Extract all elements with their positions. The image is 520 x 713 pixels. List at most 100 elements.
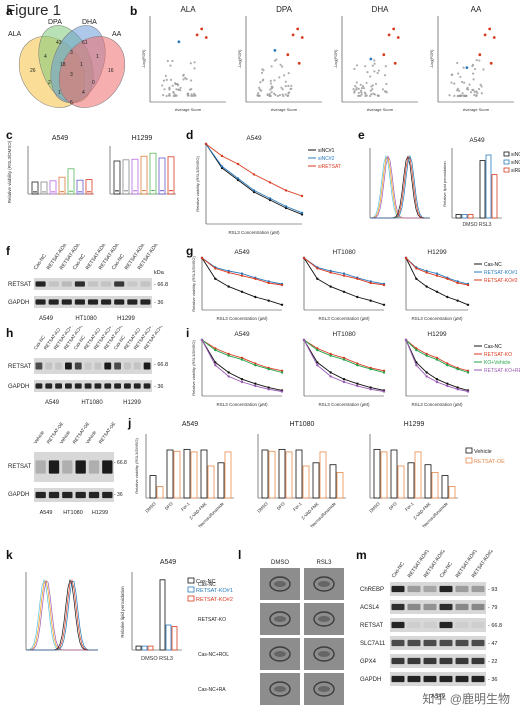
- flow-histogram: [26, 579, 98, 651]
- volcano-hit-point: [483, 33, 487, 37]
- blot-band: [88, 460, 100, 474]
- blot-band: [127, 281, 138, 287]
- volcano-point: [359, 83, 362, 86]
- volcano-point: [258, 94, 261, 97]
- volcano-point: [259, 81, 262, 84]
- blot-band: [471, 603, 485, 611]
- mitochondria: [269, 576, 291, 592]
- volcano-hit-point: [488, 27, 492, 31]
- panel-label-b: b: [130, 4, 138, 18]
- volcano-point: [191, 94, 195, 97]
- series-line: [201, 257, 283, 286]
- blot-band: [391, 675, 405, 683]
- blot-band: [114, 299, 125, 305]
- volcano-point: [182, 74, 185, 77]
- mitochondria-core: [318, 686, 330, 692]
- kda-marker: - 93: [488, 587, 497, 593]
- panel-j-bar: [397, 465, 405, 499]
- volcano-point: [373, 62, 376, 65]
- volcano-point: [284, 80, 287, 83]
- legend-swatch: [465, 447, 473, 454]
- mitochondria-core: [318, 616, 330, 622]
- legend-label: RETSAT-KO+RETSAT: [484, 368, 520, 374]
- blot-band: [439, 585, 453, 593]
- blot-band: [140, 299, 151, 305]
- mitochondria-core: [274, 616, 286, 622]
- panel-j-bar: [190, 451, 198, 499]
- venn-num: 1: [96, 54, 99, 60]
- mitochondria: [313, 646, 335, 662]
- kda-marker: - 36: [114, 492, 123, 498]
- panel-j-xcat: DFO: [388, 501, 398, 511]
- volcano-point: [361, 85, 365, 88]
- blot-row-label: GAPDH: [8, 300, 29, 306]
- mitochondria: [313, 611, 335, 627]
- volcano-point: [165, 78, 168, 81]
- volcano-hit-point: [396, 36, 400, 39]
- blot-band: [423, 657, 437, 665]
- legend-label: KO+Vehicle: [484, 360, 510, 366]
- cell-line-label: HT1080: [75, 316, 97, 322]
- kda-marker: - 36: [154, 300, 163, 306]
- panel-c-bar-fill: [133, 190, 137, 192]
- volcano-point: [274, 93, 277, 96]
- legend-label: siNC#2: [511, 160, 520, 166]
- blot-strip: [34, 358, 152, 374]
- volcano-hit-point: [387, 33, 391, 37]
- volcano-point: [257, 91, 260, 95]
- volcano-point: [369, 89, 372, 92]
- blot-band: [101, 299, 112, 305]
- blot-row-label: ACSL4: [360, 605, 380, 611]
- volcano-point: [162, 94, 165, 97]
- panel-c-ylabel: Relative viability (RSL3/DMSO): [7, 140, 12, 203]
- volcano-point: [461, 92, 464, 95]
- blot-band: [124, 383, 131, 389]
- panel-j-bar: [261, 449, 269, 499]
- panel-j-xcat: DFO: [164, 501, 174, 511]
- blot-band: [61, 299, 72, 305]
- volcano-point: [479, 83, 482, 86]
- volcano-point: [179, 86, 182, 90]
- series-line: [405, 339, 469, 391]
- panel-c-bar-fill: [42, 191, 46, 193]
- volcano-point: [276, 94, 280, 98]
- volcano-point: [365, 81, 368, 85]
- flow-histogram: [25, 578, 98, 651]
- series-line: [303, 339, 385, 372]
- volcano-point: [366, 71, 369, 74]
- legend-label: Cas-NC: [196, 579, 216, 585]
- volcano-point: [172, 94, 175, 98]
- cell-line-label: H1299: [123, 400, 141, 406]
- volcano-point: [280, 65, 284, 68]
- blot-strip: [390, 654, 486, 668]
- venn-num: 3: [70, 72, 73, 78]
- volcano-hit-point: [200, 27, 204, 31]
- cell-line-label: A549: [39, 316, 54, 322]
- volcano-point: [384, 65, 387, 68]
- blot-band: [423, 639, 437, 647]
- volcano-point: [469, 91, 473, 94]
- venn-num: 3: [70, 50, 73, 56]
- panel-c-bar-fill: [60, 191, 64, 193]
- volcano-point: [168, 92, 171, 96]
- panel-j-bar: [156, 486, 164, 499]
- em-col-label: RSL3: [316, 560, 332, 566]
- em-row-label: Cas-NC: [198, 582, 216, 588]
- blot-band: [101, 281, 112, 287]
- panel-j-bar: [224, 451, 232, 499]
- line-xlabel: RSL3 Concentration (μM): [216, 316, 268, 321]
- blot-band: [124, 362, 131, 370]
- blot-row-label: RETSAT: [360, 623, 384, 629]
- series-line: [201, 339, 283, 391]
- volcano-point: [279, 63, 282, 66]
- volcano-point: [281, 88, 284, 91]
- volcano-point: [482, 68, 485, 71]
- blot-band: [102, 460, 113, 474]
- volcano-xlabel: Average Score: [175, 107, 202, 112]
- volcano-point: [283, 74, 286, 77]
- panel-j-bar: [424, 464, 432, 499]
- panel-g-lines: A549 RSL3 Concentration (μM) Relative viab…: [191, 249, 518, 321]
- panel-e-bar: [479, 160, 486, 219]
- volcano-point: [363, 91, 366, 94]
